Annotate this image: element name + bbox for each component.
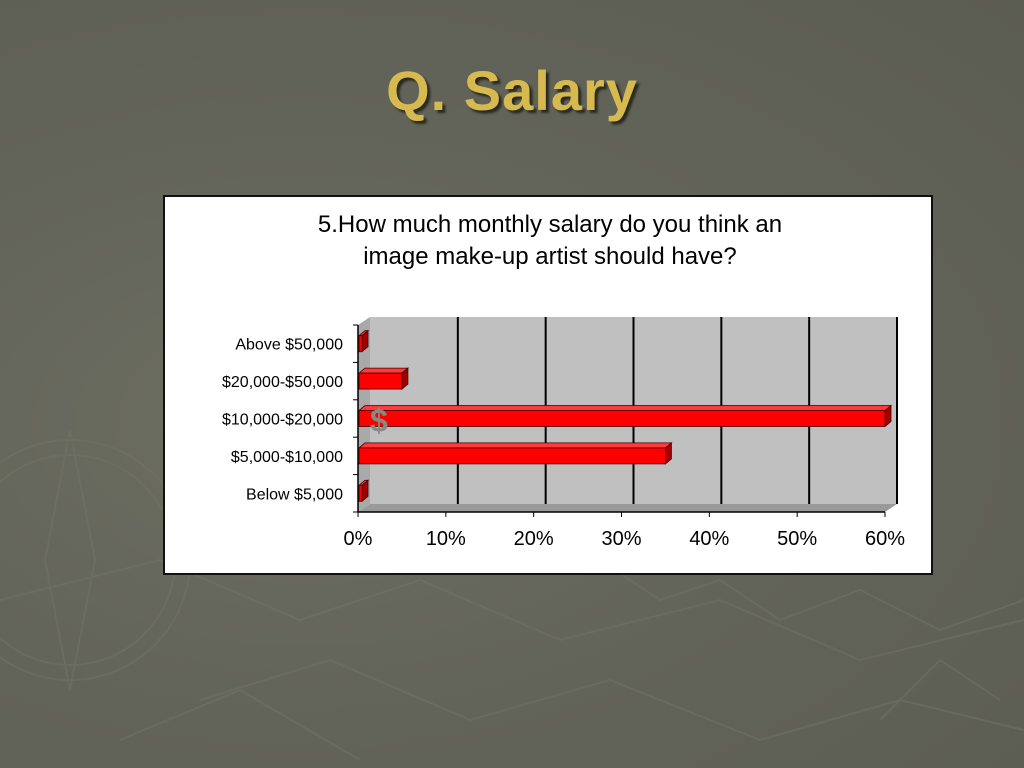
x-tick-label-6: 60% [865,528,905,550]
chart-container: 5.How much monthly salary do you think a… [163,195,933,575]
category-label-0: Above $50,000 [235,337,343,354]
x-tick-label-1: 10% [426,528,466,550]
category-label-1: $20,000-$50,000 [222,374,343,391]
bar-top-3 [357,442,673,449]
x-tick-label-3: 30% [601,528,641,550]
chart-title-line-1: 5.How much monthly salary do you think a… [317,211,783,238]
plot-floor [358,504,897,512]
bar-1 [358,372,403,390]
chart-plot: Above $50,000 $20,000-$50,000 $10,000-$20,… [222,317,905,550]
x-tick-label-5: 50% [777,528,817,550]
chart-title: 5.How much monthly salary do you think a… [165,209,935,273]
dollar-annotation: $ [370,403,388,439]
slide-title: Q. Salary [386,59,638,122]
bar-4 [358,484,363,502]
chart-title-line-2: image make-up artist should have? [363,243,737,270]
x-tick-label-0: 0% [344,528,373,550]
bar-top-2 [357,405,893,411]
x-tick-label-4: 40% [689,528,729,550]
category-label-4: Below $5,000 [246,486,343,503]
bar-top-1 [357,367,410,374]
bar-2 [358,410,886,427]
category-label-2: $10,000-$20,000 [222,412,343,429]
bar-3 [358,447,666,465]
x-tick-label-2: 20% [514,528,554,550]
category-label-3: $5,000-$10,000 [231,449,343,466]
bar-0 [358,335,363,353]
